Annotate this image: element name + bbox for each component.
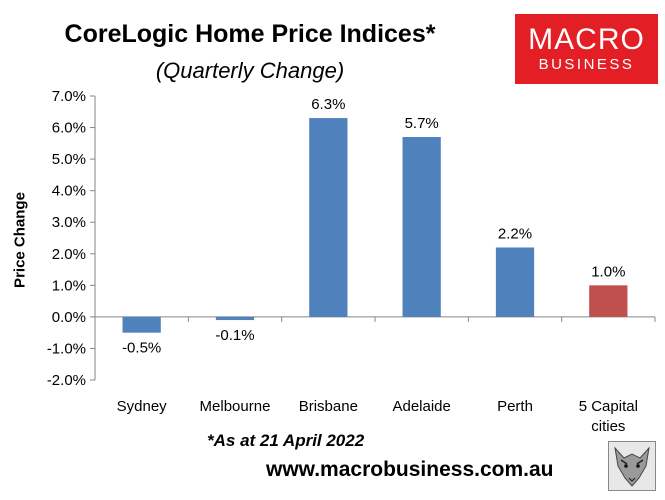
- bar: [309, 118, 348, 317]
- data-label: 2.2%: [498, 225, 532, 242]
- footnote: *As at 21 April 2022: [207, 431, 365, 450]
- data-label: -0.1%: [215, 327, 254, 344]
- y-tick-label: 6.0%: [52, 120, 86, 137]
- y-tick-label: 5.0%: [52, 151, 86, 168]
- y-tick-label: -1.0%: [47, 340, 86, 357]
- chart-title: CoreLogic Home Price Indices*: [64, 20, 436, 48]
- data-label: 1.0%: [591, 263, 625, 280]
- chart-subtitle: (Quarterly Change): [155, 58, 345, 83]
- bar: [495, 247, 535, 317]
- x-tick-label: Perth: [497, 398, 533, 415]
- x-tick-label: Melbourne: [200, 398, 271, 415]
- data-label: 5.7%: [405, 115, 439, 132]
- wolf-logo-icon: [608, 441, 656, 491]
- x-tick-label: Brisbane: [299, 398, 358, 415]
- x-tick-label: Sydney: [117, 398, 168, 415]
- website-url: www.macrobusiness.com.au: [266, 458, 554, 481]
- y-tick-label: 0.0%: [52, 309, 86, 326]
- y-tick-label: 2.0%: [52, 246, 86, 263]
- data-label: 6.3%: [311, 96, 345, 113]
- data-label: -0.5%: [122, 340, 161, 357]
- x-tick-label: 5 Capital cities: [579, 398, 638, 435]
- y-tick-label: 4.0%: [52, 183, 86, 200]
- logo-line-1: MACRO: [528, 23, 645, 56]
- x-tick-label: Adelaide: [392, 398, 450, 415]
- macrobusiness-logo: MACRO BUSINESS: [515, 14, 658, 84]
- bar: [215, 316, 255, 321]
- y-tick-label: 1.0%: [52, 277, 86, 294]
- y-tick-label: -2.0%: [47, 372, 86, 389]
- bar: [402, 137, 441, 317]
- bar: [589, 285, 628, 317]
- y-tick-label: 7.0%: [52, 88, 86, 105]
- bar: [122, 316, 161, 333]
- y-tick-label: 3.0%: [52, 214, 86, 231]
- logo-line-2: BUSINESS: [538, 56, 635, 73]
